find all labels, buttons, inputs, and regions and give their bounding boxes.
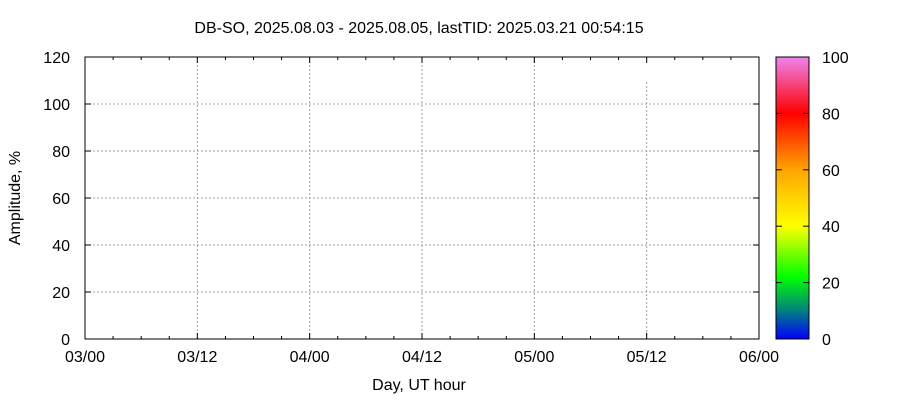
y-tick-label: 40	[52, 238, 70, 255]
colorbar-tick-label: 0	[822, 332, 831, 349]
y-tick-label: 120	[43, 50, 70, 67]
x-tick-label: 04/12	[402, 349, 442, 366]
x-tick-label: 04/00	[290, 349, 330, 366]
colorbar-tick-label: 40	[822, 219, 840, 236]
colorbar	[775, 56, 810, 340]
y-tick-label: 20	[52, 285, 70, 302]
y-tick-label: 0	[61, 332, 70, 349]
colorbar-tick-label: 20	[822, 276, 840, 293]
x-tick-label: 03/00	[65, 349, 105, 366]
plot-frame	[84, 56, 760, 340]
y-tick-label: 80	[52, 144, 70, 161]
y-tick-label: 100	[43, 97, 70, 114]
y-axis-label: Amplitude, %	[7, 151, 24, 245]
x-axis-label: Day, UT hour	[372, 377, 466, 394]
colorbar-ticks: 0 20 40 60 80 100	[776, 50, 849, 349]
y-tick-label: 60	[52, 191, 70, 208]
chart-title: DB-SO, 2025.08.03 - 2025.08.05, lastTID:…	[194, 20, 643, 37]
colorbar-tick-label: 80	[822, 106, 840, 123]
x-tick-label: 05/00	[514, 349, 554, 366]
tick-labels: 0 20 40 60 80 100 120 03/00 03/12 04/00 04/12 05/00…	[43, 50, 779, 366]
colorbar-tick-label: 60	[822, 163, 840, 180]
x-tick-label: 05/12	[627, 349, 667, 366]
x-tick-label: 06/00	[739, 349, 779, 366]
x-tick-label: 03/12	[177, 349, 217, 366]
colorbar-tick-label: 100	[822, 50, 849, 67]
grid	[85, 57, 759, 339]
